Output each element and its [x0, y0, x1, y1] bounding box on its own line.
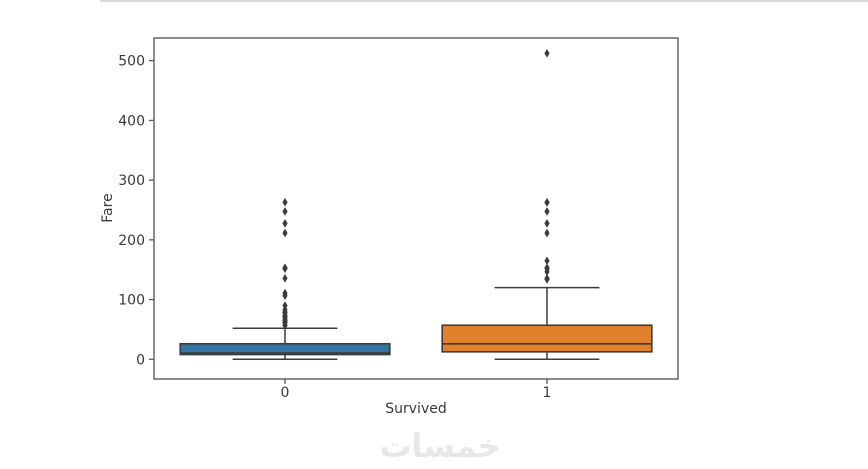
box-1: [441, 324, 653, 353]
box-0: [179, 342, 391, 356]
outlier-1: [544, 263, 550, 272]
x-tick-label-0: 0: [281, 385, 290, 401]
outlier-1: [544, 207, 550, 216]
y-tick-label: 200: [118, 233, 145, 249]
outlier-1: [544, 197, 550, 207]
x-axis-label: Survived: [385, 401, 447, 417]
outlier-1: [544, 256, 550, 266]
outlier-0: [282, 301, 288, 310]
outlier-1: [544, 228, 550, 238]
outlier-1: [544, 274, 550, 283]
axes-frame: [153, 37, 679, 380]
y-tick-label: 100: [118, 293, 145, 309]
outlier-0: [282, 197, 288, 207]
page-top-border: [100, 0, 868, 2]
outlier-0: [282, 263, 288, 272]
watermark-khamsat: خمسات: [379, 427, 501, 465]
outlier-0: [282, 288, 288, 298]
outlier-0: [282, 228, 288, 238]
y-tick-label: 500: [118, 54, 145, 70]
x-tick-label-1: 1: [543, 385, 552, 401]
outlier-1: [544, 49, 550, 58]
y-axis-label: Fare: [100, 193, 116, 223]
outlier-0: [282, 274, 288, 283]
y-tick-label: 300: [118, 173, 145, 189]
y-tick-label: 400: [118, 113, 145, 129]
outlier-1: [544, 219, 550, 228]
outlier-0: [282, 207, 288, 216]
y-tick-label: 0: [136, 352, 145, 368]
outlier-0: [282, 219, 288, 228]
